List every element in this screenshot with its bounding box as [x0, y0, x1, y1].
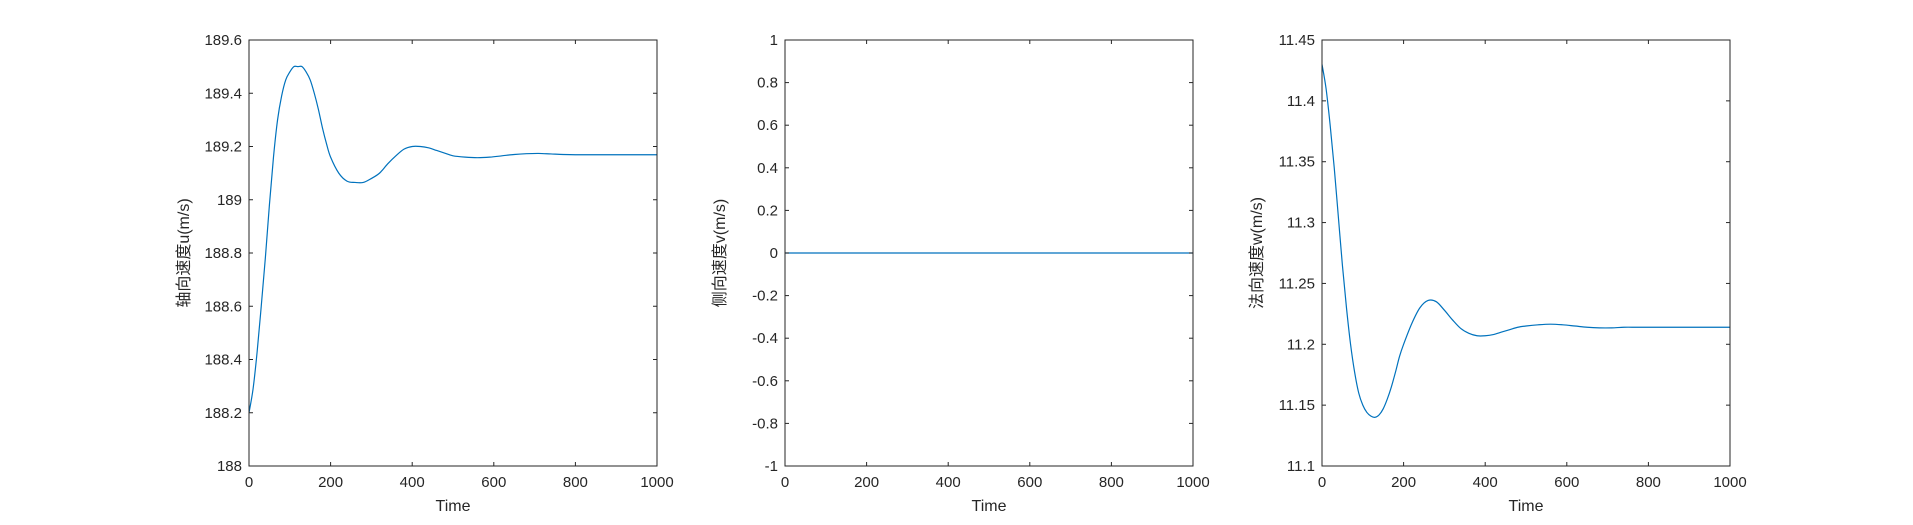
x-tick-label: 800 — [1099, 474, 1124, 491]
y-tick-label: 189.6 — [204, 32, 242, 49]
subplot-1: 0 200 400 600 800 1000 188 188.2 188.4 188.6 188.8… — [175, 32, 674, 515]
y-axis-label: 轴向速度u(m/s) — [175, 198, 193, 307]
y-tick-label: 188.8 — [204, 245, 242, 262]
x-tick-label: 400 — [400, 474, 425, 491]
x-tick-label: 1000 — [1176, 474, 1209, 491]
x-tick-label: 600 — [1017, 474, 1042, 491]
x-tick-label: 200 — [854, 474, 879, 491]
y-axis-label: 法向速度w(m/s) — [1248, 197, 1266, 309]
y-tick-label: 1 — [770, 32, 778, 49]
y-axis-label: 侧向速度v(m/s) — [711, 199, 729, 307]
x-axis-label: Time — [1509, 498, 1544, 515]
axes-box — [1321, 39, 1731, 467]
y-tick-label: 11.45 — [1279, 32, 1315, 49]
y-tick-label: 188.2 — [204, 405, 242, 422]
y-tick-label: -1 — [765, 458, 778, 475]
y-tick-label: 0.2 — [757, 202, 778, 219]
y-tick-label: 11.3 — [1287, 215, 1315, 232]
x-tick-label: 200 — [1391, 474, 1416, 491]
y-tick-label: 11.1 — [1287, 458, 1315, 475]
x-tick-label: 0 — [1318, 474, 1326, 491]
x-tick-label: 200 — [318, 474, 343, 491]
y-tick-label: 11.15 — [1279, 397, 1315, 414]
x-tick-label: 0 — [781, 474, 789, 491]
subplot-2: 0 200 400 600 800 1000 -1 -0.8 -0.6 -0.4 -0.2 0 0.2 0… — [711, 32, 1210, 515]
y-tick-label: 11.25 — [1279, 275, 1315, 292]
subplot-3: 0 200 400 600 800 1000 11.1 11.15 11.2 11.25 11.3 1… — [1248, 32, 1747, 515]
x-tick-label: 400 — [1473, 474, 1498, 491]
y-tick-label: 0 — [770, 245, 778, 262]
x-axis-label: Time — [436, 498, 471, 515]
y-tick-label: 189.2 — [204, 139, 242, 156]
y-tick-label: -0.8 — [752, 415, 778, 432]
x-tick-label: 0 — [245, 474, 253, 491]
x-tick-label: 800 — [563, 474, 588, 491]
x-axis-label: Time — [972, 498, 1007, 515]
subplot-grid: 0 200 400 600 800 1000188188.2188.4188.6188.8… — [175, 32, 1747, 515]
y-tick-label: 11.35 — [1279, 154, 1315, 171]
x-tick-label: 400 — [936, 474, 961, 491]
x-tick-label: 1000 — [1713, 474, 1746, 491]
y-tick-label: 188.4 — [204, 352, 242, 369]
x-tick-label: 600 — [481, 474, 506, 491]
y-tick-label: 0.4 — [757, 160, 778, 177]
y-tick-label: 189 — [217, 192, 242, 209]
series-line — [1322, 64, 1730, 418]
y-tick-label: 188 — [217, 458, 242, 475]
y-tick-label: -0.4 — [752, 330, 778, 347]
y-tick-label: 11.4 — [1287, 93, 1315, 110]
x-tick-label: 600 — [1554, 474, 1579, 491]
y-tick-label: 0.8 — [757, 75, 778, 92]
y-tick-label: -0.6 — [752, 373, 778, 390]
y-tick-label: 11.2 — [1287, 336, 1315, 353]
y-tick-label: 0.6 — [757, 117, 778, 134]
x-tick-label: 800 — [1636, 474, 1661, 491]
y-tick-label: 188.6 — [204, 298, 242, 315]
y-tick-label: 189.4 — [204, 85, 242, 102]
x-tick-label: 1000 — [640, 474, 673, 491]
y-tick-label: -0.2 — [752, 288, 778, 305]
series-line — [249, 65, 657, 413]
